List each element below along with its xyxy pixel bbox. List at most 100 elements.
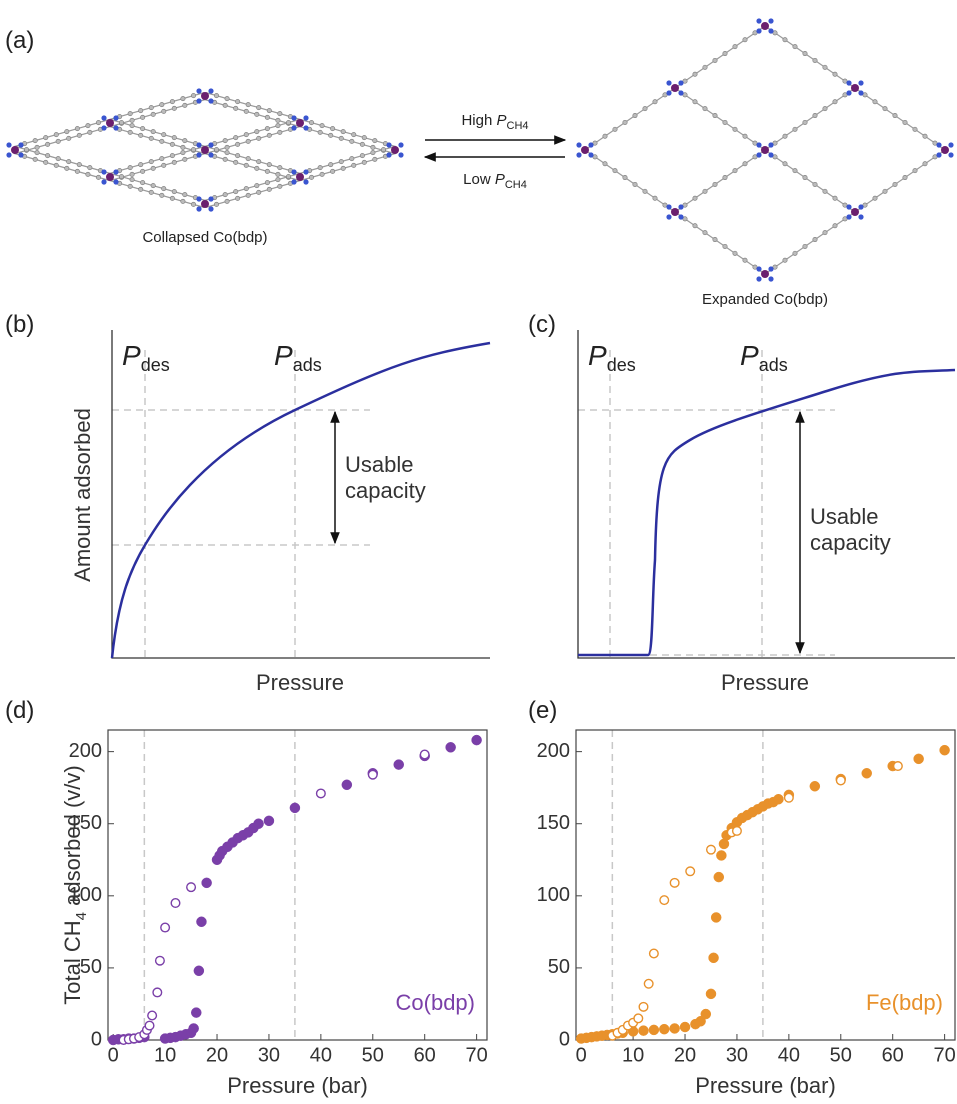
atom	[339, 159, 343, 163]
filled-point	[254, 819, 264, 829]
atom	[339, 136, 343, 140]
atom	[172, 135, 176, 139]
panel-label: (c)	[528, 311, 556, 338]
atom	[67, 159, 71, 163]
atom	[214, 93, 218, 97]
open-point	[634, 1014, 643, 1023]
atom	[613, 168, 617, 172]
linker	[855, 150, 945, 212]
atom	[873, 196, 877, 200]
atom	[139, 108, 143, 112]
atom	[352, 132, 356, 136]
atom	[75, 169, 79, 173]
metal-node	[761, 270, 769, 278]
open-point	[187, 883, 196, 892]
atom	[172, 106, 176, 110]
atom	[234, 189, 238, 193]
nitrogen	[678, 90, 683, 95]
y-tick-label: 50	[548, 956, 570, 978]
nitrogen	[303, 115, 308, 120]
linker	[585, 88, 675, 150]
atom	[360, 153, 364, 157]
nitrogen	[196, 88, 201, 93]
atom	[309, 175, 313, 179]
linker	[14, 120, 109, 147]
metal-node	[671, 84, 679, 92]
panel-label: (e)	[528, 697, 557, 724]
nitrogen	[101, 125, 106, 130]
symbol: P	[497, 112, 507, 129]
atom	[286, 120, 290, 124]
linker	[675, 212, 765, 274]
nitrogen	[6, 152, 11, 157]
caption: Collapsed Co(bdp)	[142, 229, 267, 246]
nitrogen	[576, 142, 581, 147]
atom	[162, 109, 166, 113]
atom	[33, 138, 37, 142]
atom	[56, 156, 60, 160]
nitrogen	[101, 115, 106, 120]
x-tick-label: 0	[576, 1044, 587, 1066]
subscript: CH4	[505, 179, 527, 191]
atom	[235, 196, 239, 200]
atom	[330, 126, 334, 130]
atom	[813, 113, 817, 117]
y-tick-label: 0	[559, 1028, 570, 1050]
text: Low	[463, 171, 495, 188]
open-point	[686, 867, 695, 876]
filled-point	[773, 794, 783, 804]
atom	[151, 129, 155, 133]
atom	[33, 157, 37, 161]
metal-node	[296, 119, 304, 127]
linker	[765, 26, 855, 88]
nitrogen	[756, 28, 761, 33]
nitrogen	[291, 115, 296, 120]
atom	[255, 112, 259, 116]
atom	[246, 156, 250, 160]
nitrogen	[846, 204, 851, 209]
atom	[278, 111, 282, 115]
atom	[162, 132, 166, 136]
atom	[214, 147, 218, 151]
atom	[140, 169, 144, 173]
axes	[112, 330, 490, 658]
atom	[803, 244, 807, 248]
atom	[793, 251, 797, 255]
atom	[128, 130, 132, 134]
y-tick-label: 100	[537, 884, 570, 906]
atom	[733, 127, 737, 131]
atom	[86, 172, 90, 176]
atom	[803, 175, 807, 179]
atom	[225, 199, 229, 203]
linker	[204, 153, 299, 180]
axes	[578, 330, 955, 658]
atom	[151, 183, 155, 187]
open-point	[368, 770, 377, 779]
atom	[140, 180, 144, 184]
nitrogen	[208, 206, 213, 211]
atom	[119, 120, 123, 124]
open-point	[145, 1021, 154, 1030]
nitrogen	[196, 142, 201, 147]
filled-point	[638, 1026, 648, 1036]
atom	[643, 106, 647, 110]
y-tick-label: 200	[69, 740, 102, 762]
linker	[206, 147, 301, 174]
atom	[783, 134, 787, 138]
atom	[320, 123, 324, 127]
atom	[139, 133, 143, 137]
annotation: capacity	[345, 478, 426, 503]
subscript: ads	[759, 355, 788, 375]
linker	[301, 120, 396, 147]
atom	[54, 132, 58, 136]
open-point	[156, 956, 165, 965]
atom	[703, 189, 707, 193]
x-axis-label: Pressure	[721, 670, 809, 695]
metal-node	[11, 146, 19, 154]
atom	[130, 172, 134, 176]
x-tick-label: 20	[206, 1044, 228, 1066]
atom	[276, 123, 280, 127]
linker	[204, 120, 299, 147]
atom	[833, 196, 837, 200]
atom	[803, 51, 807, 55]
